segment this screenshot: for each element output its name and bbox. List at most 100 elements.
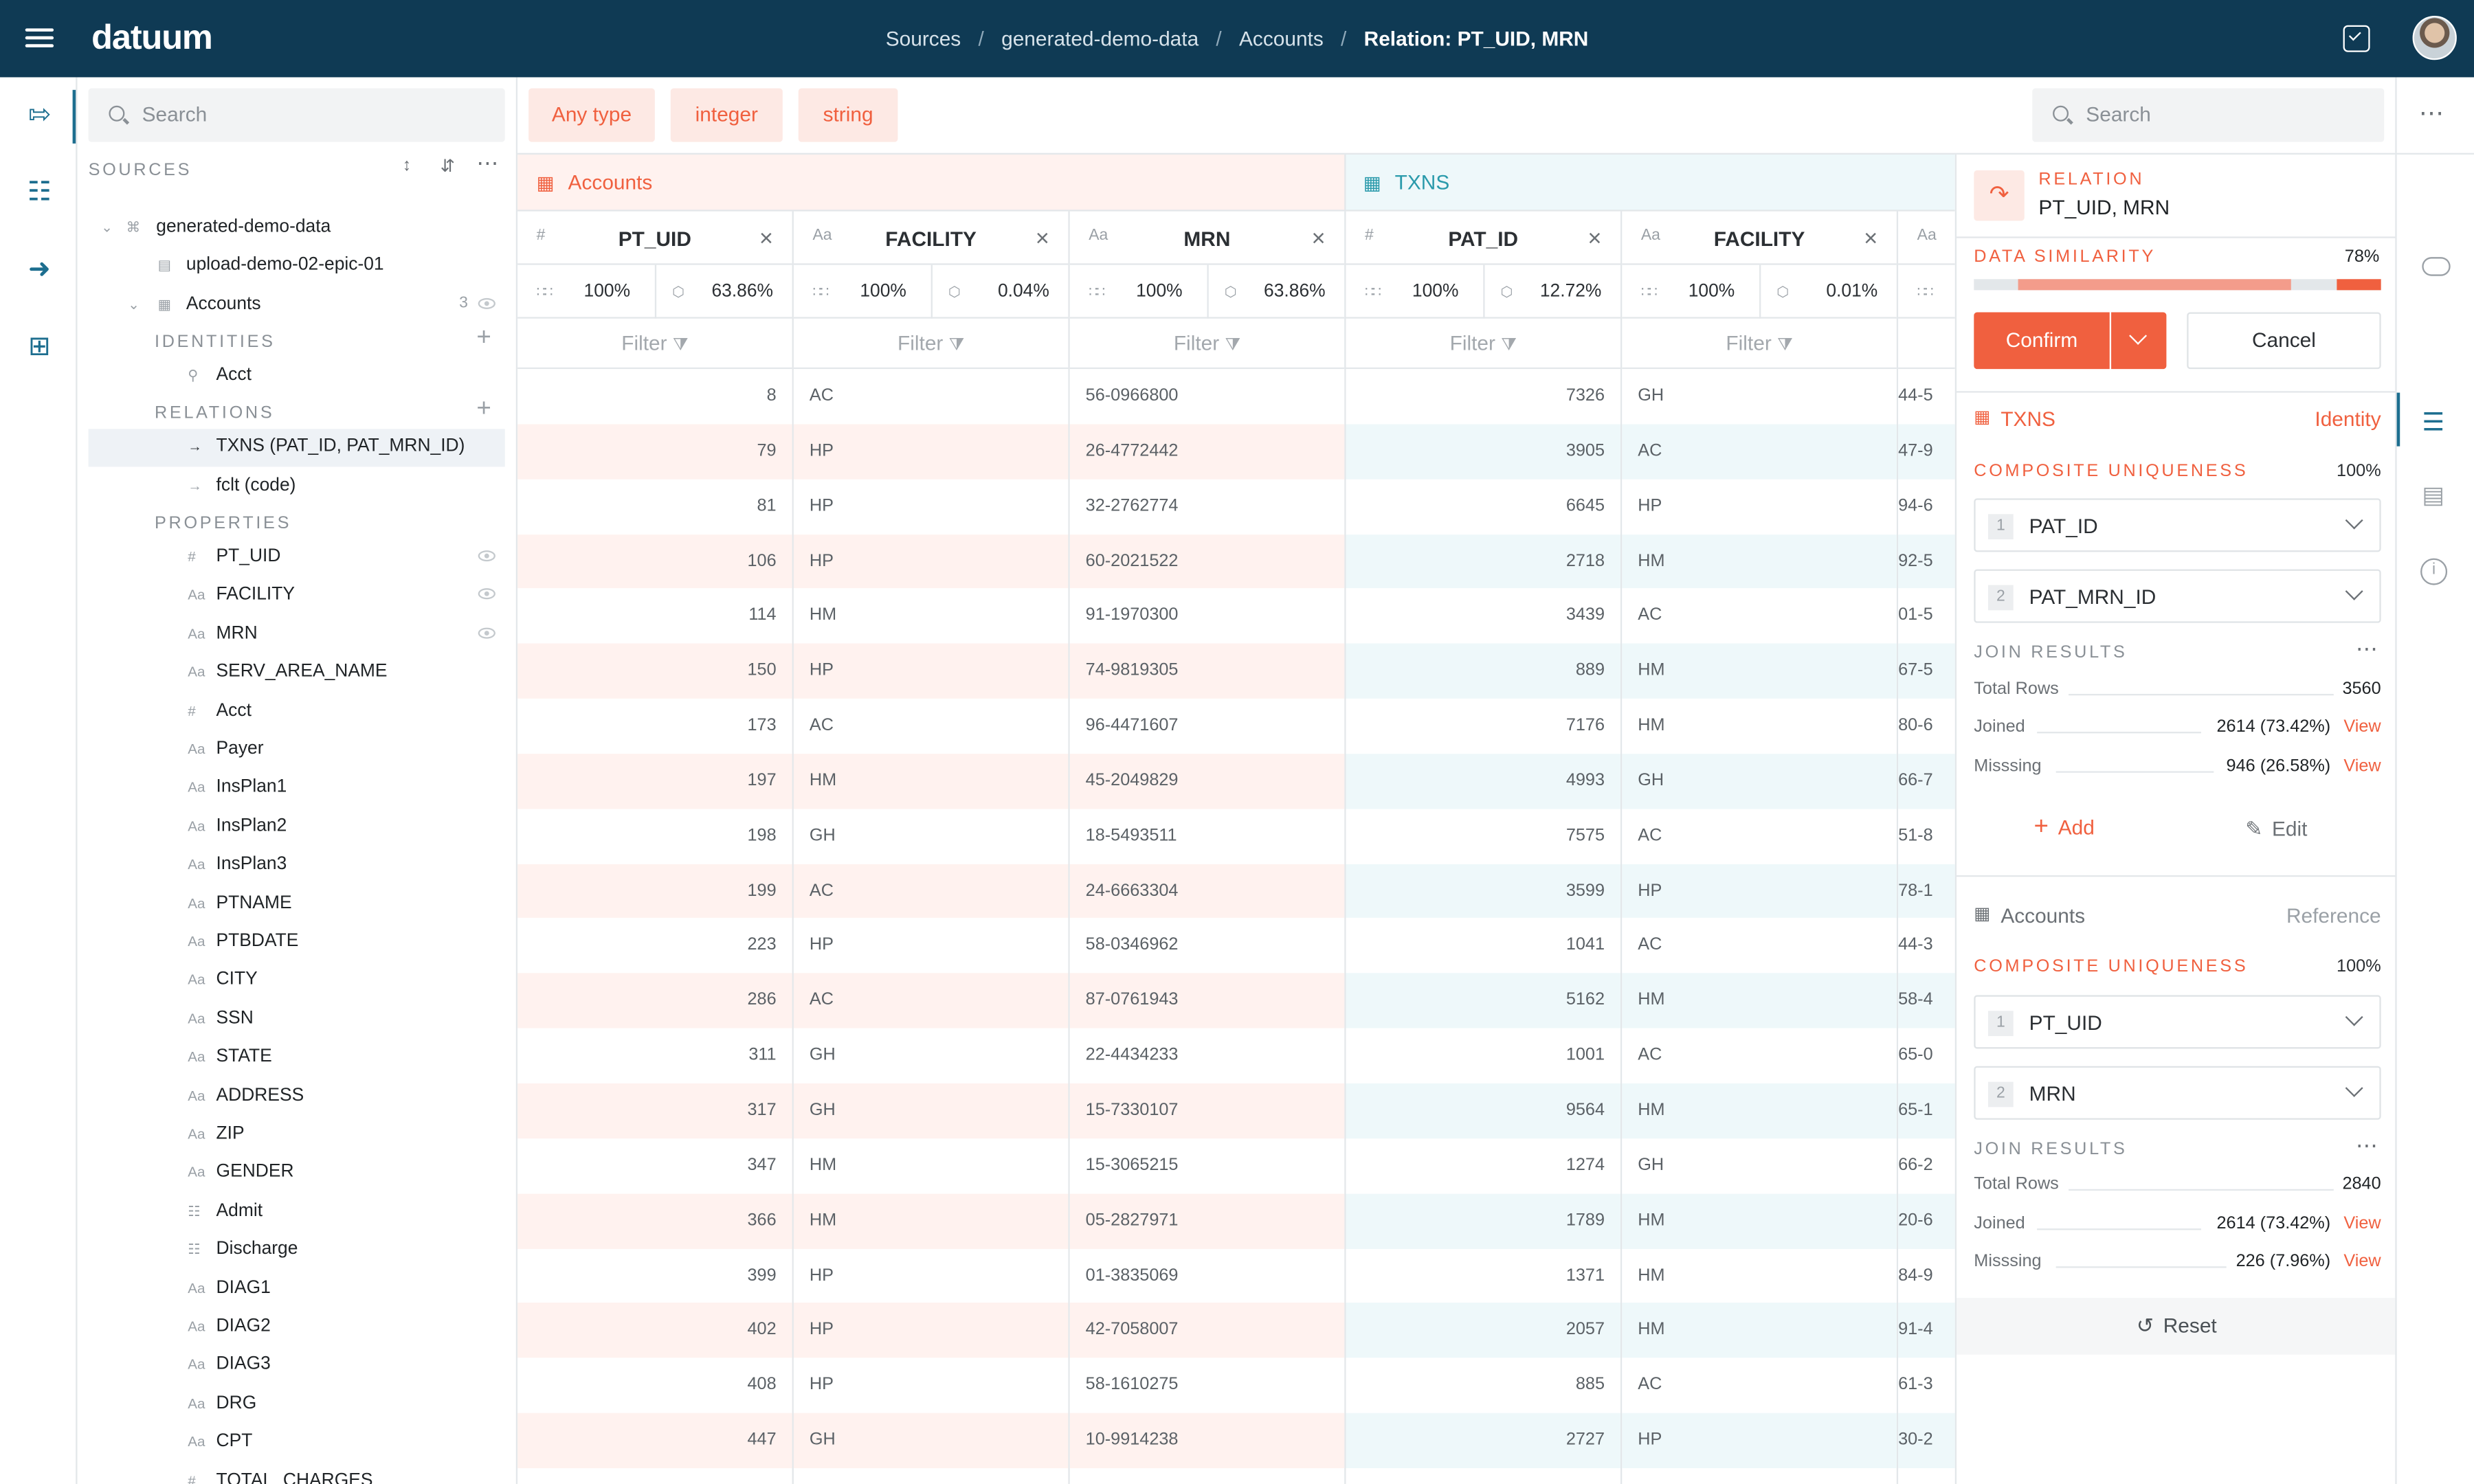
property-item[interactable]: ☷ Discharge [78,1232,518,1270]
table-cell[interactable]: 58-1610275 [1069,1358,1345,1413]
table-cell[interactable]: HM [1622,1303,1897,1358]
table-cell[interactable]: HP [793,1303,1069,1358]
breadcrumb-source[interactable]: generated-demo-data [1001,27,1199,51]
sidebar-search[interactable]: Search [88,88,505,142]
table-cell[interactable]: 366 [517,1193,792,1248]
more-icon[interactable]: ⋯ [2418,100,2444,128]
breadcrumb-table[interactable]: Accounts [1239,27,1324,51]
table-cell[interactable]: 15-3065215 [1069,1138,1345,1193]
table-cell[interactable]: 7176 [1346,699,1620,754]
identity-item[interactable]: ⚲ Acct [188,366,252,385]
property-item[interactable]: # PT_UID [78,539,518,577]
table-cell[interactable]: HM [793,1193,1069,1248]
table-cell[interactable]: 91-4 [1898,1303,1955,1358]
table-cell[interactable]: 60-2021522 [1069,534,1345,589]
table-cell[interactable]: 2057 [1346,1303,1620,1358]
chip-any-type[interactable]: Any type [528,88,655,142]
table-cell[interactable]: AC [1622,589,1897,644]
avatar[interactable] [2412,15,2457,60]
property-item[interactable]: Aa GENDER [78,1155,518,1193]
column-header[interactable]: Aa FACILITY × [1622,212,1897,265]
close-icon[interactable]: × [1311,225,1326,253]
column-header[interactable]: Aa FACILITY × [793,212,1069,265]
stats-icon[interactable]: ▤ [2422,482,2444,510]
table-cell[interactable]: 447 [517,1413,792,1468]
table-cell[interactable]: GH [1622,753,1897,809]
sources-more-icon[interactable]: ⋯ [476,150,499,175]
info-icon[interactable]: i [2420,558,2448,585]
table-cell[interactable]: 58-0346962 [1069,918,1345,974]
table-cell[interactable]: GH [1622,369,1897,425]
expand-all-icon[interactable]: ⇵ [440,157,455,177]
table-cell[interactable]: AC [793,699,1069,754]
column-filter[interactable]: Filter ⧩ [1069,319,1345,370]
table-cell[interactable]: 67-5 [1898,644,1955,699]
table-cell[interactable]: 96-4471607 [1069,699,1345,754]
table-cell[interactable]: 44-3 [1898,918,1955,974]
sidebar-search-input[interactable]: Search [142,102,208,126]
table-cell[interactable]: HP [793,1358,1069,1413]
table-cell[interactable]: 402 [517,1303,792,1358]
table-cell[interactable]: HP [1622,479,1897,535]
table-cell[interactable]: 47-9 [1898,424,1955,480]
table-cell[interactable]: 44-5 [1898,369,1955,425]
table-cell[interactable]: 1274 [1346,1138,1620,1193]
table-cell[interactable]: AC [1622,1028,1897,1083]
table-cell[interactable]: 4993 [1346,753,1620,809]
table-cell[interactable]: 7326 [1346,369,1620,425]
accounts-key-1-select[interactable]: 1 PT_UID [1974,995,2381,1049]
property-item[interactable]: Aa InsPlan1 [78,770,518,808]
table-cell[interactable]: HP [793,479,1069,535]
add-identity-icon[interactable]: + [476,324,491,352]
property-item[interactable]: Aa DIAG3 [78,1347,518,1385]
breadcrumb-sources[interactable]: Sources [885,27,961,51]
settings-sliders-icon[interactable]: ☰ [2422,409,2445,437]
table-cell[interactable]: GH [793,808,1069,864]
table-cell[interactable]: 223 [517,918,792,974]
accounts-key-2-select[interactable]: 2 MRN [1974,1066,2381,1120]
table-cell[interactable]: 32-2762774 [1069,479,1345,535]
table-cell[interactable]: 61-3 [1898,1358,1955,1413]
table-cell[interactable]: HM [1622,534,1897,589]
mapping-icon[interactable]: ⊞ [28,331,51,361]
tree-table-accounts[interactable]: ⌄ ▦ Accounts 3 [78,287,518,325]
visibility-icon[interactable] [478,589,495,600]
column-filter[interactable] [1898,319,1955,370]
table-cell[interactable]: HM [793,1138,1069,1193]
property-item[interactable]: Aa Payer [78,732,518,769]
chip-integer[interactable]: integer [670,88,783,142]
column-header[interactable]: Aa MRN × [1069,212,1345,265]
table-cell[interactable]: 399 [517,1248,792,1303]
property-item[interactable]: Aa ADDRESS [78,1078,518,1116]
table-cell[interactable]: GH [793,1083,1069,1138]
table-cell[interactable]: HM [1622,1083,1897,1138]
toolbar-search[interactable]: Search [2032,88,2385,142]
property-item[interactable]: Aa PTBDATE [78,924,518,962]
column-header[interactable]: # PT_UID × [517,212,792,265]
confirm-button[interactable]: Confirm [1974,312,2110,370]
table-cell[interactable]: HM [1622,1193,1897,1248]
table-cell[interactable]: GH [793,1028,1069,1083]
table-cell[interactable]: 24-6663304 [1069,863,1345,919]
column-filter[interactable]: Filter ⧩ [1346,319,1620,370]
table-cell[interactable]: HM [793,589,1069,644]
property-item[interactable]: Aa STATE [78,1039,518,1077]
table-cell[interactable]: 2727 [1346,1413,1620,1468]
txns-missing-view-link[interactable]: View [2343,756,2381,776]
table-cell[interactable]: AC [793,863,1069,919]
table-cell[interactable]: 42-7058007 [1069,1303,1345,1358]
txns-key-2-select[interactable]: 2 PAT_MRN_ID [1974,569,2381,623]
table-cell[interactable]: 65-1 [1898,1083,1955,1138]
table-cell[interactable]: 92-5 [1898,534,1955,589]
table-cell[interactable]: 78-1 [1898,863,1955,919]
table-cell[interactable]: 94-6 [1898,479,1955,535]
table-cell[interactable]: 3905 [1346,424,1620,480]
property-item[interactable]: Aa DIAG1 [78,1270,518,1308]
txns-join-more-icon[interactable]: ⋯ [2355,636,2378,661]
table-cell[interactable]: 84-9 [1898,1248,1955,1303]
table-cell[interactable]: HM [1622,699,1897,754]
table-cell[interactable]: 9564 [1346,1083,1620,1138]
relation-item-txns[interactable]: → TXNS (PAT_ID, PAT_MRN_ID) [88,429,505,467]
edit-key-button[interactable]: ✎ Edit [2245,817,2308,841]
table-cell[interactable]: HM [793,753,1069,809]
